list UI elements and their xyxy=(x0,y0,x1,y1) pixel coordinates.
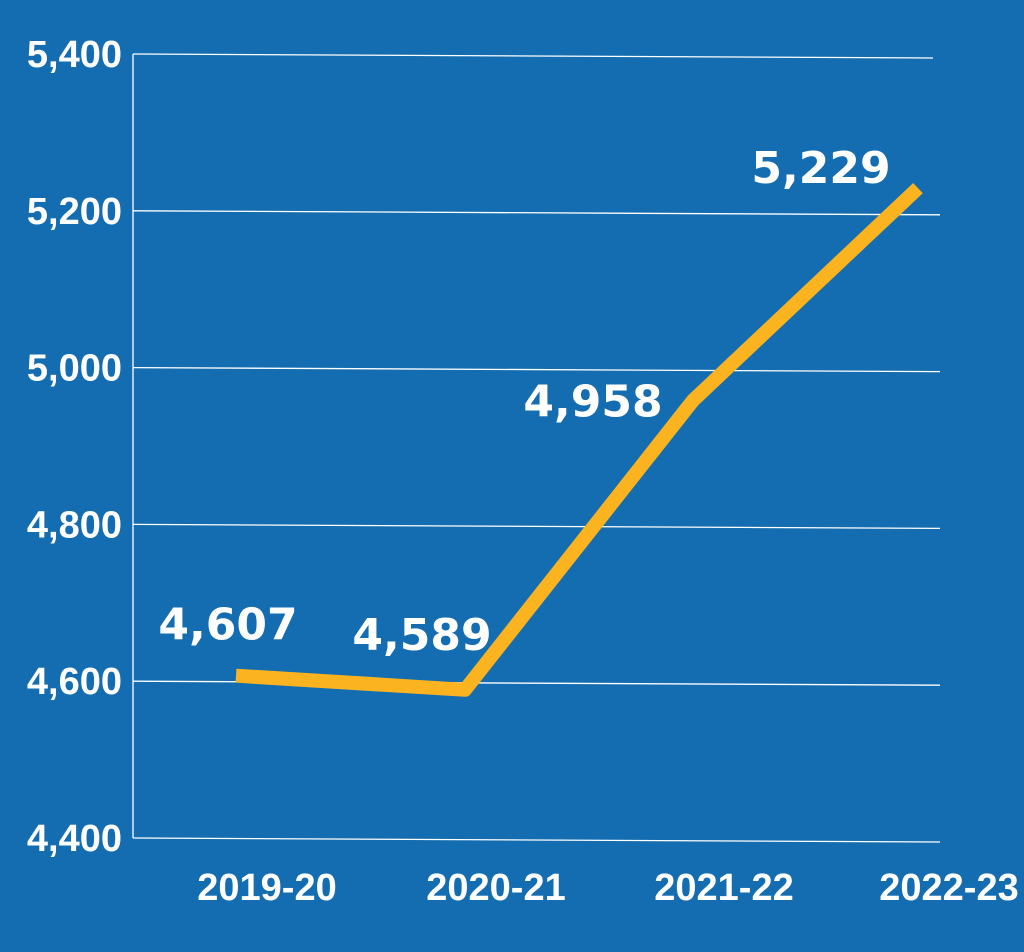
y-tick-label: 4,600 xyxy=(27,661,122,703)
data-label: 4,958 xyxy=(523,377,662,428)
data-label: 4,607 xyxy=(158,600,297,651)
series-line xyxy=(235,183,923,697)
data-labels: 4,607 4,589 4,958 5,229 xyxy=(158,143,890,661)
gridline xyxy=(132,210,941,216)
data-label: 5,229 xyxy=(751,143,890,194)
gridline xyxy=(132,523,941,530)
y-axis-ticks: 4,400 4,600 4,800 5,000 5,200 5,400 xyxy=(27,34,122,860)
data-label: 4,589 xyxy=(352,610,491,661)
y-tick-label: 5,400 xyxy=(27,34,122,76)
series-lines xyxy=(235,183,923,697)
y-tick-label: 5,000 xyxy=(27,348,122,390)
x-tick-label: 2022-23 xyxy=(879,867,1018,909)
x-tick-label: 2019-20 xyxy=(197,867,336,909)
gridline xyxy=(132,366,941,373)
y-tick-label: 4,800 xyxy=(27,504,122,546)
gridline xyxy=(132,53,934,59)
y-tick-label: 4,400 xyxy=(27,818,122,860)
y-tick-label: 5,200 xyxy=(27,191,122,233)
x-tick-label: 2020-21 xyxy=(426,867,565,909)
x-tick-label: 2021-22 xyxy=(654,867,793,909)
gridline xyxy=(132,837,941,843)
x-axis-ticks: 2019-20 2020-21 2021-22 2022-23 xyxy=(197,867,1018,909)
